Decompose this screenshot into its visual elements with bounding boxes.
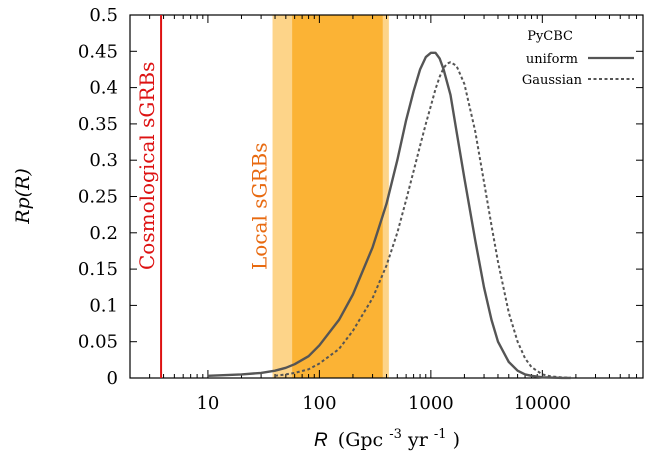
y-tick-label: 0.2 [89, 223, 118, 244]
x-axis-label-exp2: -1 [434, 427, 447, 442]
y-tick-label: 0.45 [78, 41, 118, 62]
local-sgrb-bands [272, 15, 389, 378]
x-axis-label-exp1: -3 [389, 427, 402, 442]
x-tick-label: 10000 [514, 393, 571, 414]
x-tick-label: 10 [196, 393, 219, 414]
y-axis-label: Rp(R) [12, 168, 34, 225]
y-tick-label: 0.5 [89, 5, 118, 26]
local-sgrb-label: Local sGRBs [248, 143, 272, 270]
legend-label-uniform: uniform [526, 52, 578, 67]
x-axis-label-yr: yr [407, 429, 429, 451]
series-line-uniform [207, 51, 571, 380]
x-tick-label: 1000 [408, 393, 454, 414]
axis-ticks [129, 14, 644, 379]
local-sgrb-band-inner [292, 15, 383, 378]
y-tick-label: 0.1 [89, 295, 118, 316]
legend: PyCBC uniform Gaussian [522, 29, 634, 88]
y-tick-label: 0.25 [78, 187, 118, 208]
x-axis-label-close: ) [453, 429, 460, 451]
legend-title: PyCBC [527, 29, 573, 44]
y-tick-label: 0.35 [78, 114, 118, 135]
tick-labels: 0 0.05 0.1 0.15 0.2 0.25 0.3 0.35 0.4 0.45 0.5 10 10… [78, 5, 571, 414]
y-tick-label: 0.3 [89, 150, 118, 171]
y-tick-label: 0.05 [78, 332, 118, 353]
x-axis-label-units: (Gpc [338, 429, 383, 451]
plot-frame [129, 14, 644, 379]
y-tick-label: 0 [107, 368, 118, 389]
x-axis-label: R (Gpc -3 yr -1 ) [314, 421, 460, 451]
series-layer [207, 51, 571, 380]
legend-label-gaussian: Gaussian [522, 73, 583, 88]
y-tick-label: 0.15 [78, 259, 118, 280]
x-axis-label-symbol: R [314, 430, 328, 451]
y-tick-label: 0.4 [89, 78, 118, 99]
x-tick-label: 100 [302, 393, 336, 414]
cosmological-sgrb-label: Cosmological sGRBs [135, 62, 159, 270]
